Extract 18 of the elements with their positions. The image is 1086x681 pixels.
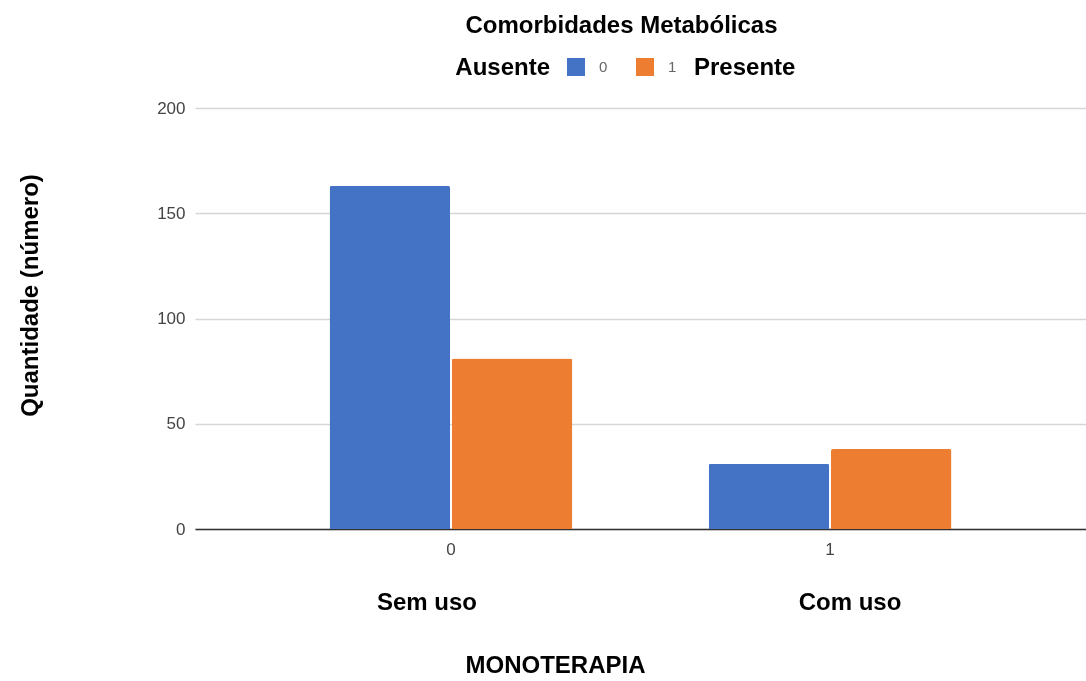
chart-title: Comorbidades Metabólicas: [465, 11, 778, 38]
bar: [451, 358, 573, 529]
y-tick-label: 150: [157, 203, 186, 223]
text: Presente: [694, 53, 796, 80]
legend-label: 0: [599, 58, 608, 75]
text: Ausente: [455, 53, 550, 80]
bar: [830, 449, 952, 529]
y-axis-title: Quantidade (número): [15, 174, 43, 417]
bar: [708, 463, 830, 529]
x-axis-title: MONOTERAPIA: [465, 650, 646, 678]
text: Com uso: [798, 588, 902, 615]
text: Sem uso: [376, 588, 478, 615]
y-tick-label: 0: [176, 519, 186, 539]
y-tick-label: 100: [157, 309, 186, 328]
bar: [329, 185, 451, 529]
y-tick-label: 50: [166, 414, 186, 434]
legend-label: 1: [668, 58, 677, 75]
y-tick-label: 200: [157, 98, 186, 118]
